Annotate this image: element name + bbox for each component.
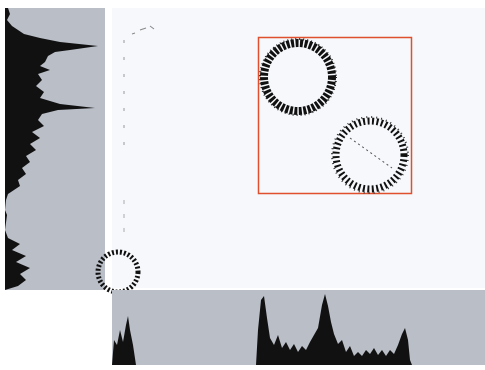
- screenshot: [0, 0, 485, 365]
- image-view: [112, 8, 485, 288]
